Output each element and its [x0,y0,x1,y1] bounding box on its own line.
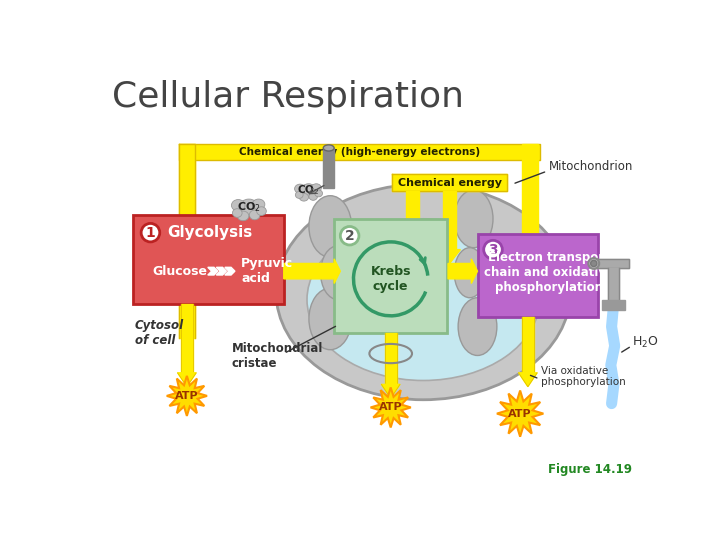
Ellipse shape [300,193,309,201]
Polygon shape [179,144,539,159]
FancyBboxPatch shape [132,215,284,303]
Polygon shape [167,376,207,416]
Polygon shape [382,384,400,398]
Polygon shape [402,249,423,264]
Text: 3: 3 [488,242,498,256]
Polygon shape [608,268,618,303]
Text: 2: 2 [345,229,354,243]
Ellipse shape [252,199,265,210]
Circle shape [341,226,359,245]
Ellipse shape [309,195,351,257]
Polygon shape [384,333,397,384]
Polygon shape [284,259,341,284]
Text: Pyruvic
acid: Pyruvic acid [241,257,293,285]
Polygon shape [323,148,334,188]
Text: Glycolysis: Glycolysis [168,225,253,240]
Ellipse shape [454,248,485,298]
Ellipse shape [276,184,570,400]
Ellipse shape [239,199,258,215]
Text: Electron transport
chain and oxidative
phosphorylation: Electron transport chain and oxidative p… [484,251,613,294]
Text: Via oxidative
phosphorylation: Via oxidative phosphorylation [541,366,626,388]
Ellipse shape [231,200,245,211]
Polygon shape [518,373,537,387]
Circle shape [141,224,160,242]
Polygon shape [448,259,477,284]
Ellipse shape [320,246,356,300]
Text: Mitochondrial
cristae: Mitochondrial cristae [232,342,323,370]
Polygon shape [225,267,235,275]
Text: ATP: ATP [175,391,199,401]
Ellipse shape [315,190,323,197]
Ellipse shape [323,145,334,151]
Polygon shape [208,267,218,275]
Text: Mitochondrion: Mitochondrion [549,160,633,173]
Text: Cytosol
of cell: Cytosol of cell [135,319,184,347]
Polygon shape [216,267,226,275]
Polygon shape [438,249,461,264]
Polygon shape [523,144,538,242]
Ellipse shape [590,260,597,267]
Text: CO$_2$: CO$_2$ [297,184,320,197]
Polygon shape [444,191,456,249]
Text: Glucose: Glucose [152,265,207,278]
Polygon shape [601,300,625,309]
Text: Chemical energy: Chemical energy [397,178,502,187]
Ellipse shape [295,192,303,198]
Polygon shape [522,318,534,373]
Text: H$_2$O: H$_2$O [632,334,659,349]
Ellipse shape [307,219,539,381]
FancyBboxPatch shape [477,234,598,318]
Text: Figure 14.19: Figure 14.19 [549,463,632,476]
FancyBboxPatch shape [334,219,446,333]
Text: Krebs
cycle: Krebs cycle [371,265,411,293]
Text: Chemical energy (high-energy electrons): Chemical energy (high-energy electrons) [239,147,480,157]
Text: Cellular Respiration: Cellular Respiration [112,80,464,114]
Polygon shape [497,390,544,437]
Polygon shape [406,191,418,249]
Ellipse shape [238,211,249,221]
Polygon shape [178,373,196,387]
Ellipse shape [507,253,541,307]
Ellipse shape [249,210,260,220]
Circle shape [484,240,503,259]
Ellipse shape [458,298,497,355]
Polygon shape [371,387,411,428]
Ellipse shape [309,193,318,200]
Polygon shape [179,144,194,338]
Text: 1: 1 [145,226,156,240]
Polygon shape [392,174,507,191]
Text: ATP: ATP [508,409,532,419]
Polygon shape [594,259,629,268]
Ellipse shape [588,258,599,269]
Text: ATP: ATP [379,402,402,413]
Ellipse shape [309,288,351,350]
Ellipse shape [294,184,305,193]
Ellipse shape [454,190,493,248]
Ellipse shape [256,207,266,215]
Ellipse shape [311,184,321,192]
Polygon shape [181,303,193,373]
Ellipse shape [301,184,316,197]
Text: CO$_2$: CO$_2$ [237,200,261,214]
Ellipse shape [233,208,242,218]
